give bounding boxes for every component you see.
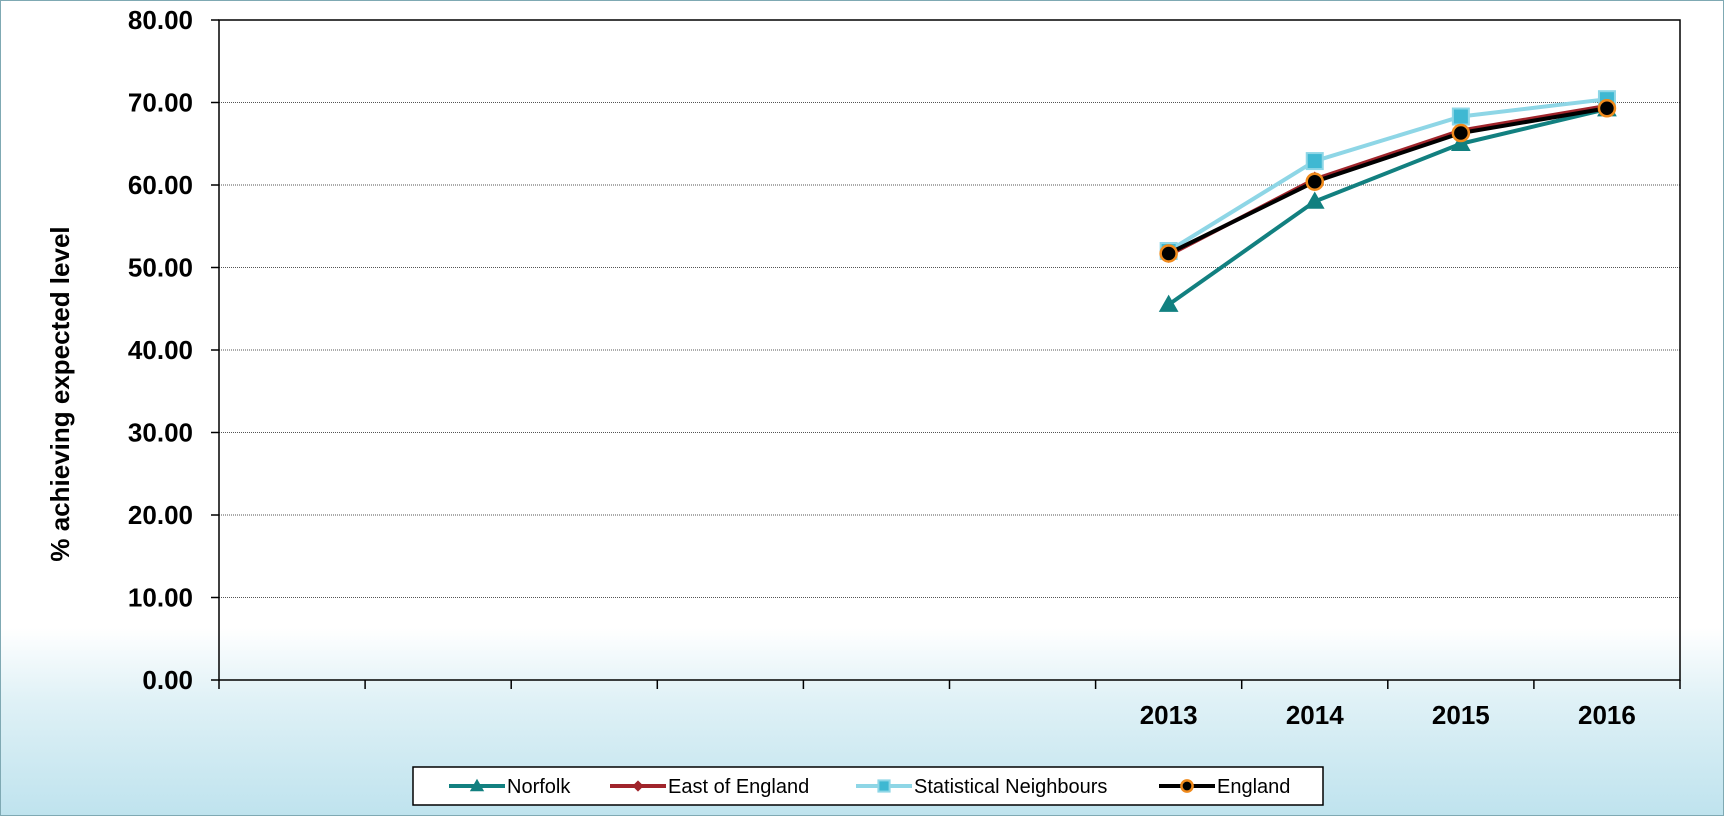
legend: Norfolk East of England Statistical Neighb… — [412, 766, 1324, 806]
data-point — [1597, 99, 1617, 118]
data-point — [1305, 172, 1324, 191]
data-point — [1158, 294, 1179, 312]
y-tick-label: 10.00 — [128, 583, 193, 613]
data-point — [1305, 152, 1324, 171]
y-tick-label: 20.00 — [128, 500, 193, 530]
x-tick-label: 2015 — [1432, 700, 1490, 730]
legend-swatch-marker — [632, 780, 644, 792]
series — [1158, 90, 1617, 312]
y-axis-title: % achieving expected level — [45, 226, 75, 561]
series-line — [1167, 107, 1608, 307]
data-point — [1451, 123, 1471, 143]
series-norfolk — [1158, 99, 1617, 312]
legend-item: East of England — [610, 776, 809, 798]
y-tick-label: 50.00 — [128, 253, 193, 283]
data-point — [1159, 244, 1178, 263]
legend-item: England — [1159, 776, 1290, 798]
x-tick-label: 2013 — [1140, 700, 1198, 730]
legend-label: England — [1217, 776, 1290, 798]
y-axis-ticks: 0.00 10.00 20.00 30.00 40.00 50.00 60.00 70.00 8… — [128, 5, 219, 695]
series-england — [1159, 99, 1617, 263]
legend-label: Norfolk — [507, 776, 571, 798]
legend-item: Statistical Neighbours — [856, 776, 1107, 798]
data-point — [1304, 191, 1325, 209]
series-line — [1167, 103, 1608, 257]
y-tick-label: 80.00 — [128, 5, 193, 35]
legend-swatch-marker — [1180, 779, 1194, 793]
y-tick-label: 70.00 — [128, 88, 193, 118]
y-tick-label: 40.00 — [128, 335, 193, 365]
data-point — [1451, 107, 1470, 126]
legend-label: East of England — [668, 776, 809, 798]
y-tick-label: 30.00 — [128, 418, 193, 448]
series-line — [1167, 97, 1608, 253]
legend-label: Statistical Neighbours — [914, 776, 1107, 798]
y-tick-label: 60.00 — [128, 170, 193, 200]
series-line — [1167, 106, 1608, 256]
legend-item: Norfolk — [449, 776, 571, 798]
x-tick-label: 2016 — [1578, 700, 1636, 730]
x-tick-label: 2014 — [1286, 700, 1344, 730]
legend-swatch-marker — [469, 778, 485, 792]
legend-swatch-marker — [877, 779, 891, 793]
x-axis-ticks: 2013 2014 2015 2016 — [218, 680, 1681, 730]
data-point — [1450, 133, 1471, 151]
y-tick-label: 0.00 — [142, 665, 193, 695]
